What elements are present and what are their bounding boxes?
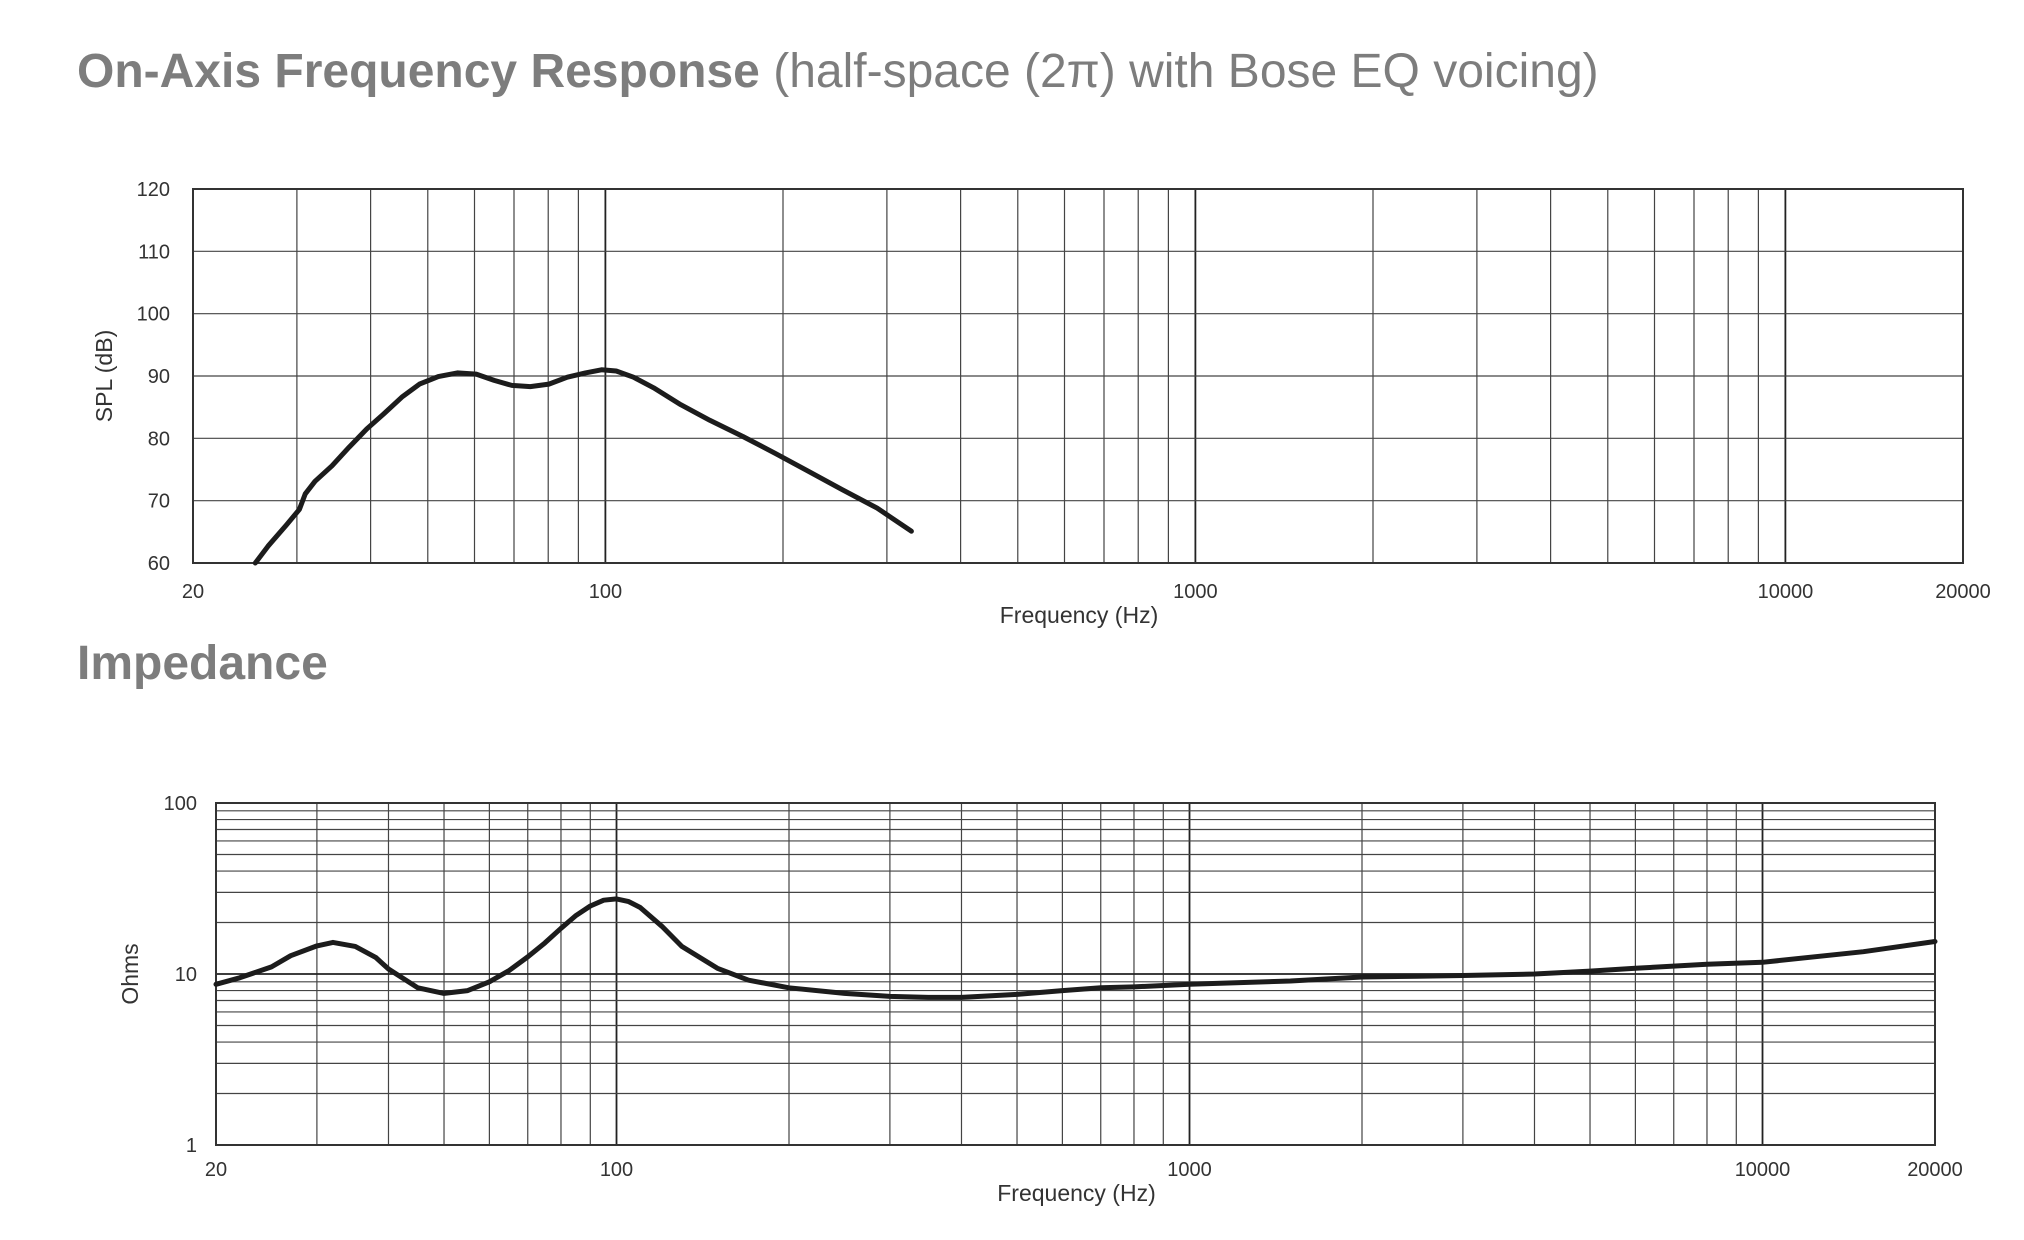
x-tick-label: 10000 [1735, 1159, 1791, 1181]
y-axis-label: Ohms [117, 943, 143, 1004]
x-tick-label: 20 [205, 1159, 227, 1181]
y-tick-label: 110 [138, 241, 170, 263]
impedance-title-text: Impedance [77, 637, 328, 690]
y-tick-label: 60 [148, 553, 170, 575]
y-tick-label: 100 [164, 793, 197, 815]
y-tick-label: 100 [137, 304, 170, 326]
x-tick-label: 100 [589, 581, 622, 603]
y-axis-label: SPL (dB) [91, 330, 117, 422]
response-title-subtitle: (half-space (2π) with Bose EQ voicing) [773, 45, 1599, 98]
impedance-chart-title: Impedance [77, 636, 328, 691]
y-tick-label: 90 [148, 366, 170, 388]
y-grid [193, 250, 1963, 502]
y-tick-label: 70 [148, 491, 170, 513]
x-tick-label: 20 [182, 581, 204, 603]
x-tick-label: 1000 [1167, 1159, 1212, 1181]
series-line [252, 367, 914, 566]
x-tick-label: 100 [600, 1159, 633, 1181]
y-tick-label: 10 [175, 964, 197, 986]
response-chart-title: On-Axis Frequency Response (half-space (… [77, 44, 1599, 99]
x-tick-label: 10000 [1758, 581, 1814, 603]
response-title-main: On-Axis Frequency Response [77, 45, 760, 98]
frequency-response-chart: 20 100 1000 10000 20000 60 70 80 90 100 110 120 Freq… [91, 179, 1991, 628]
x-axis-label: Frequency (Hz) [997, 1180, 1155, 1206]
plot-frame [192, 188, 1964, 564]
x-axis-label: Frequency (Hz) [1000, 602, 1158, 628]
y-grid [216, 810, 1935, 1095]
y-tick-label: 80 [148, 428, 170, 450]
x-tick-label: 1000 [1173, 581, 1218, 603]
y-tick-label: 120 [137, 179, 170, 201]
x-tick-label: 20000 [1907, 1159, 1963, 1181]
plot-frame [215, 802, 1936, 1146]
y-tick-label: 1 [186, 1135, 197, 1157]
series-line [213, 896, 1938, 1000]
x-tick-label: 20000 [1935, 581, 1991, 603]
